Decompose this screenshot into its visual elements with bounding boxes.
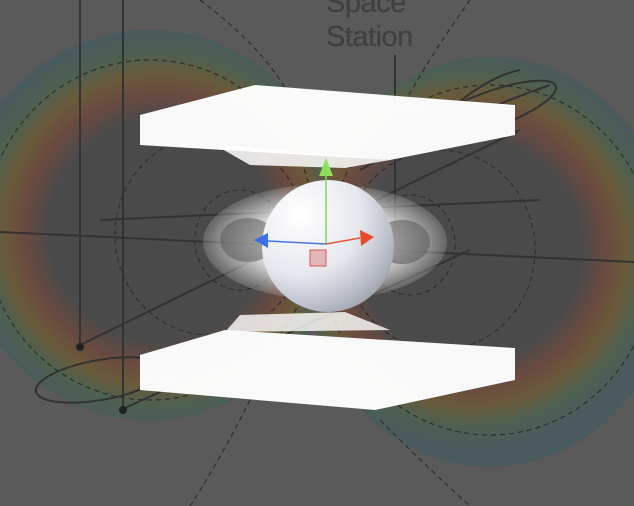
gizmo-x-arrow-icon[interactable] (360, 230, 374, 246)
transform-gizmo[interactable] (254, 158, 374, 267)
diagram-label-line2: Station (326, 21, 413, 53)
gizmo-z-arrow-icon[interactable] (254, 233, 268, 248)
diagram-label: Space Station (326, 0, 426, 54)
gizmo-y-arrow-icon[interactable] (319, 158, 333, 176)
top-emitter-plate[interactable] (140, 85, 515, 168)
sphere-object[interactable] (262, 180, 394, 312)
diagram-label-line1: Space (326, 0, 406, 19)
bottom-emitter-plate[interactable] (140, 312, 515, 410)
gizmo-center-handle[interactable] (309, 249, 327, 267)
